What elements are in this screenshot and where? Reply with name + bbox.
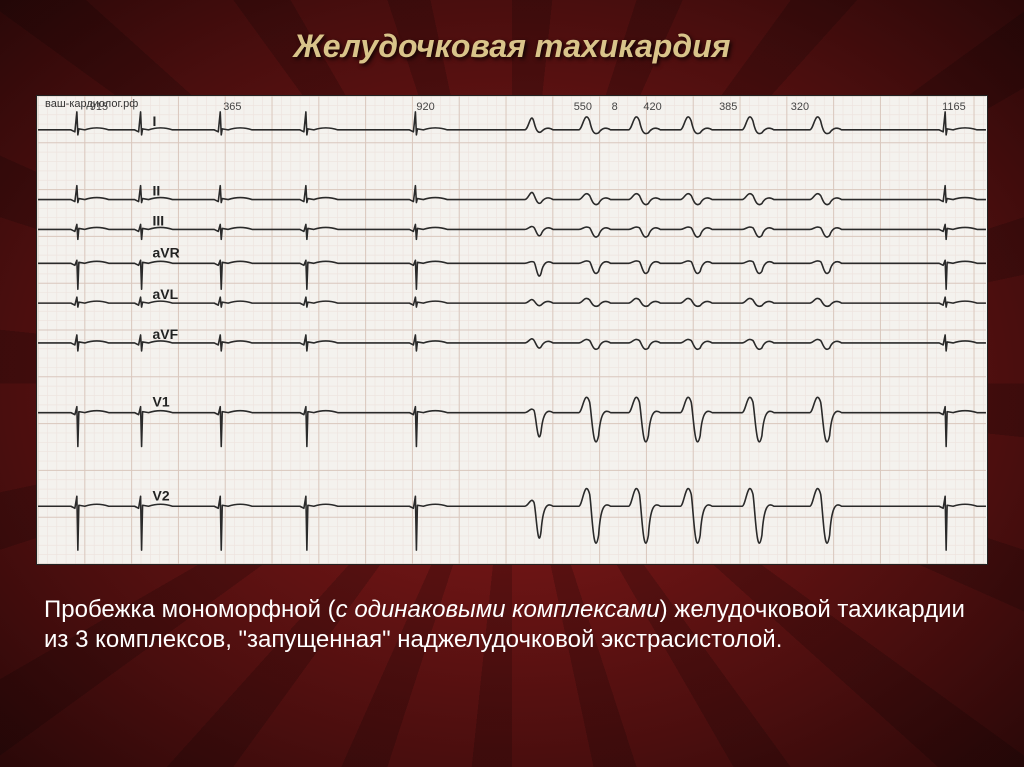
svg-text:550: 550: [574, 101, 592, 113]
svg-text:aVF: aVF: [153, 326, 179, 342]
svg-text:V2: V2: [153, 487, 170, 503]
ecg-tracing: 91536592055084203853201165IIIIIIaVRaVLaV…: [37, 96, 987, 564]
svg-text:320: 320: [791, 101, 809, 113]
svg-text:365: 365: [223, 101, 241, 113]
svg-text:420: 420: [643, 101, 661, 113]
svg-text:920: 920: [416, 101, 434, 113]
slide-caption: Пробежка мономорфной (с одинаковыми комп…: [44, 595, 980, 655]
caption-text-pre: Пробежка мономорфной (: [44, 596, 336, 623]
slide-title: Желудочковая тахикардия: [0, 28, 1024, 65]
svg-text:I: I: [153, 113, 157, 129]
svg-text:aVR: aVR: [153, 244, 180, 260]
svg-text:III: III: [153, 212, 165, 228]
ecg-watermark: ваш-кардиолог.рф: [45, 98, 138, 110]
svg-text:aVL: aVL: [153, 286, 179, 302]
svg-text:V1: V1: [153, 394, 170, 410]
slide: Желудочковая тахикардия ваш-кардиолог.рф…: [0, 0, 1024, 767]
caption-text-italic: с одинаковыми комплексами: [336, 596, 660, 623]
svg-text:385: 385: [719, 101, 737, 113]
ecg-panel: ваш-кардиолог.рф 91536592055084203853201…: [36, 95, 988, 565]
svg-text:1165: 1165: [942, 101, 966, 113]
svg-text:II: II: [153, 183, 161, 199]
svg-text:8: 8: [612, 101, 618, 113]
